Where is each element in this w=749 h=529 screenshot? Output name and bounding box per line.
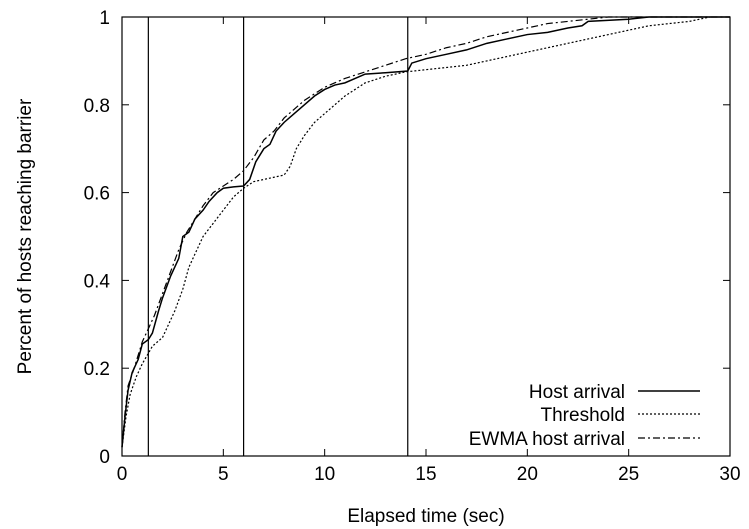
axis-ticks [121,16,731,457]
x-tick-label: 10 [314,464,335,485]
x-tick-label: 15 [415,464,436,485]
y-tick-label: 0.8 [84,96,110,117]
series-line-threshold [121,16,710,448]
x-tick-label: 25 [618,464,639,485]
y-tick-label: 0 [99,447,110,468]
series-line-host-arrival [121,16,730,448]
x-tick-label: 30 [719,464,740,485]
y-tick-label: 0.6 [84,184,110,205]
x-tick-label: 20 [517,464,538,485]
y-tick-label: 1 [99,8,110,29]
x-tick-label: 5 [218,464,229,485]
series-line-ewma-host-arrival [121,16,730,448]
legend-label: Host arrival [529,382,625,403]
legend-label: Threshold [541,405,626,426]
y-tick-label: 0.4 [84,271,111,292]
series-lines [121,16,730,448]
tick-labels: 0 5 10 15 20 25 30 0 0.2 0.4 0.6 0.8 1 [84,8,741,485]
plot-frame [121,16,731,457]
x-tick-label: 0 [117,464,128,485]
legend-label: EWMA host arrival [469,429,625,450]
y-axis-label: Percent of hosts reaching barrier [15,98,36,374]
vertical-marker-lines [147,17,409,456]
y-tick-label: 0.2 [84,359,110,380]
x-axis-label: Elapsed time (sec) [347,506,504,527]
